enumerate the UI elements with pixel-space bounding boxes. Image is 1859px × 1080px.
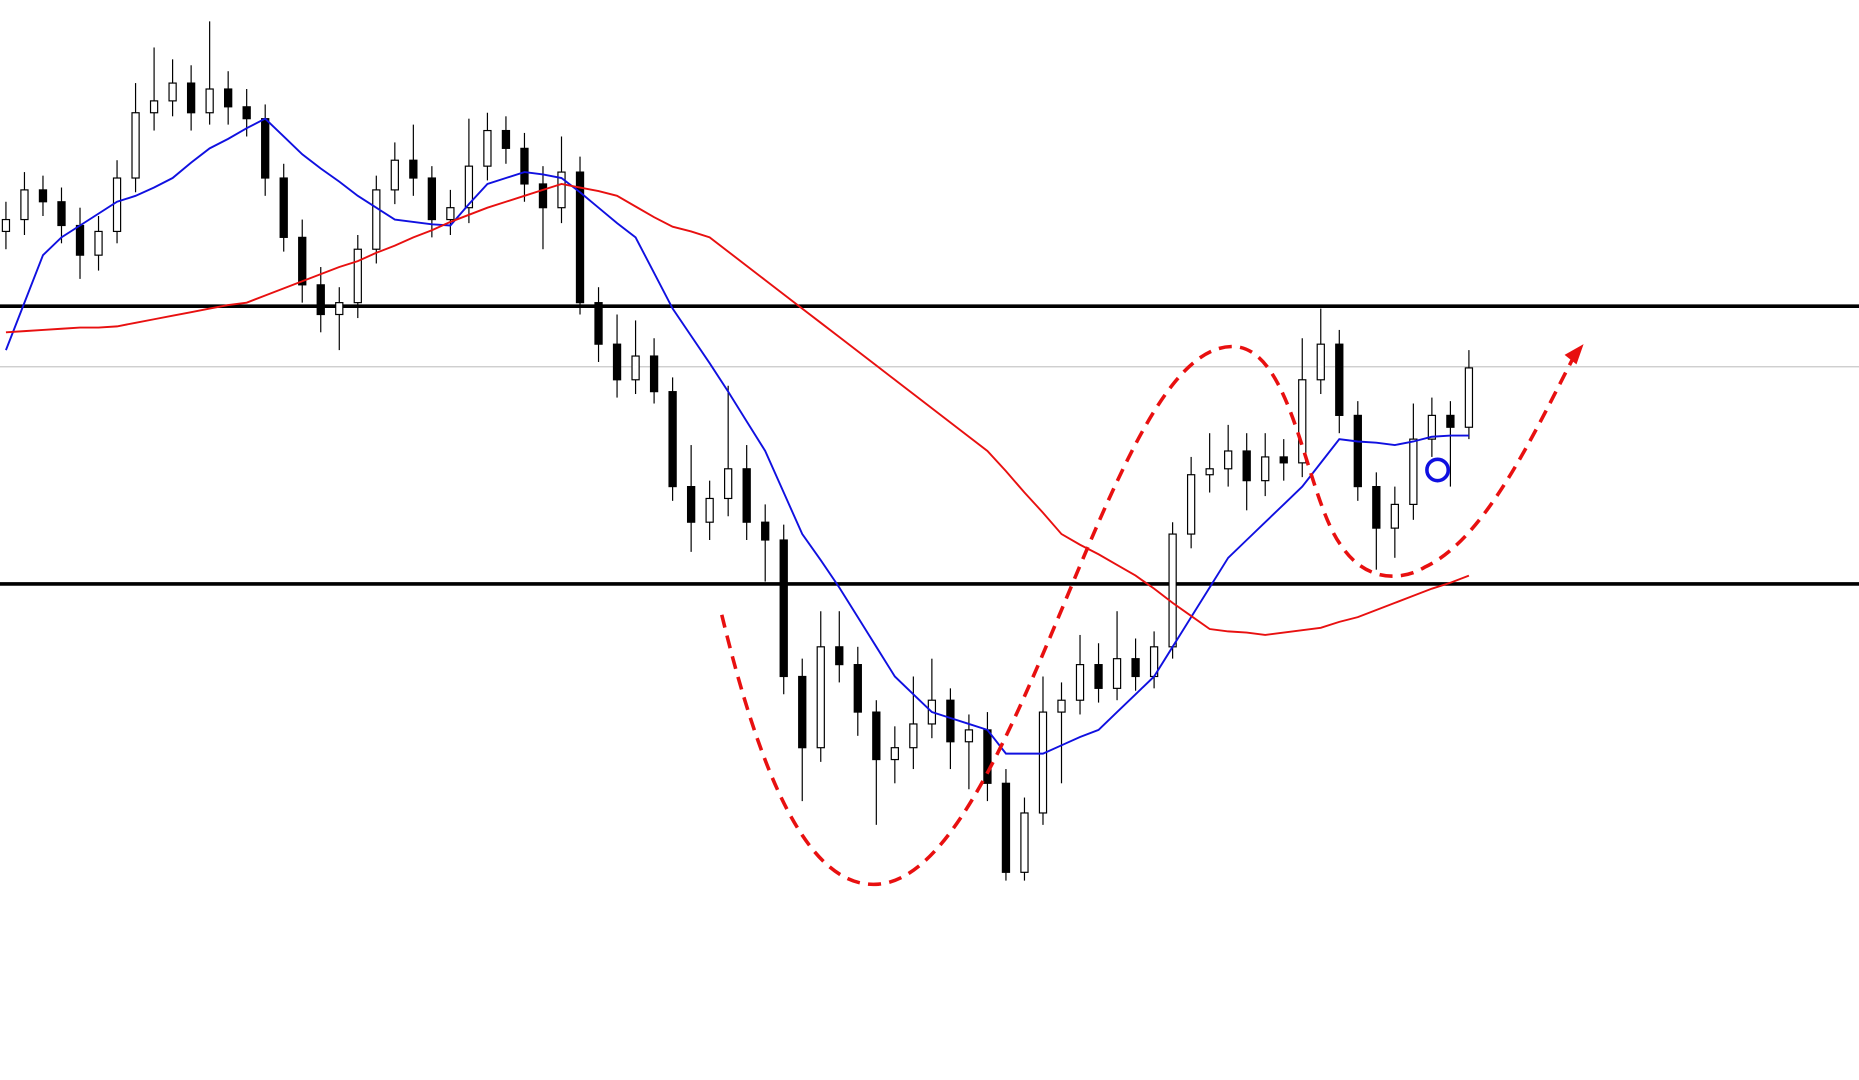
- candle-body: [668, 391, 677, 488]
- candle-body: [631, 355, 640, 381]
- candle-body: [316, 284, 325, 316]
- candle-body: [538, 183, 548, 209]
- candle-body: [20, 189, 29, 221]
- candle-body: [483, 129, 492, 167]
- candle-body: [149, 100, 159, 114]
- candle-body: [261, 118, 270, 179]
- candle-body: [1168, 533, 1177, 648]
- candle-body: [1075, 664, 1085, 701]
- candle-body: [131, 112, 140, 179]
- candle-body: [816, 646, 825, 749]
- plot: [0, 21, 1859, 881]
- candle-body: [57, 201, 66, 227]
- candle-body: [983, 729, 992, 784]
- candle-body: [705, 497, 714, 523]
- candle-body: [1427, 414, 1437, 440]
- candle-body: [1038, 711, 1048, 814]
- candle-body: [872, 711, 881, 761]
- candle-body: [353, 248, 362, 304]
- candle-body: [186, 82, 196, 114]
- candle-body: [1205, 468, 1214, 476]
- candle-body: [1242, 450, 1251, 482]
- candle-body: [1298, 379, 1307, 464]
- candle-body: [853, 664, 862, 713]
- candle-body: [1001, 782, 1011, 873]
- arrow-head: [1564, 344, 1584, 365]
- candle-body: [501, 129, 511, 149]
- candle-body: [612, 343, 622, 381]
- candle-body: [464, 165, 474, 209]
- candle-body: [798, 675, 807, 749]
- candle-body: [1112, 658, 1122, 689]
- candle-body: [38, 189, 48, 203]
- candle-body: [1335, 343, 1344, 416]
- candle-body: [1020, 812, 1029, 873]
- pattern-curve: [720, 344, 1575, 886]
- candle-body: [409, 159, 418, 179]
- candle-body: [946, 699, 955, 743]
- candle-body: [724, 468, 733, 500]
- candle-body: [75, 224, 85, 256]
- candle-body: [1, 218, 11, 233]
- candle-body: [890, 747, 899, 761]
- candle-body: [1372, 486, 1381, 529]
- candle-body: [242, 106, 251, 120]
- moving-average: [5, 182, 1470, 636]
- candle-body: [298, 236, 307, 286]
- moving-average: [5, 117, 1469, 755]
- candle-body: [649, 355, 659, 393]
- candle-body: [94, 230, 103, 256]
- candle-body: [1409, 438, 1418, 505]
- marker-circle: [1425, 457, 1451, 483]
- candle-body: [779, 539, 788, 678]
- candle-body: [168, 82, 177, 102]
- candle-body: [557, 171, 566, 209]
- candle-body: [1057, 699, 1066, 713]
- candle-body: [1464, 367, 1474, 428]
- candle-body: [335, 302, 344, 316]
- candle-body: [1094, 664, 1103, 689]
- candle-body: [205, 88, 214, 114]
- candle-body: [761, 521, 770, 541]
- candle-body: [909, 723, 918, 749]
- candle-body: [390, 159, 399, 191]
- candle-body: [1186, 474, 1196, 535]
- candle-body: [1353, 414, 1362, 488]
- candle-body: [1446, 414, 1455, 428]
- candle-body: [964, 729, 974, 743]
- candle-body: [1390, 503, 1399, 529]
- candle-body: [224, 88, 233, 108]
- candle-body: [372, 189, 381, 250]
- candle-body: [575, 171, 585, 304]
- candle-body: [1279, 456, 1288, 464]
- candle-body: [742, 468, 751, 523]
- candle-body: [112, 177, 122, 233]
- candle-body: [1224, 450, 1233, 470]
- candle-body: [1316, 343, 1325, 381]
- candle-body: [594, 302, 603, 345]
- candle-body: [520, 147, 529, 185]
- candle-body: [1261, 456, 1270, 482]
- candle-body: [427, 177, 437, 221]
- candle-body: [686, 486, 696, 523]
- candle-body: [1131, 658, 1140, 678]
- candle-body: [446, 207, 455, 221]
- candle-body: [279, 177, 288, 238]
- candle-body: [835, 646, 844, 666]
